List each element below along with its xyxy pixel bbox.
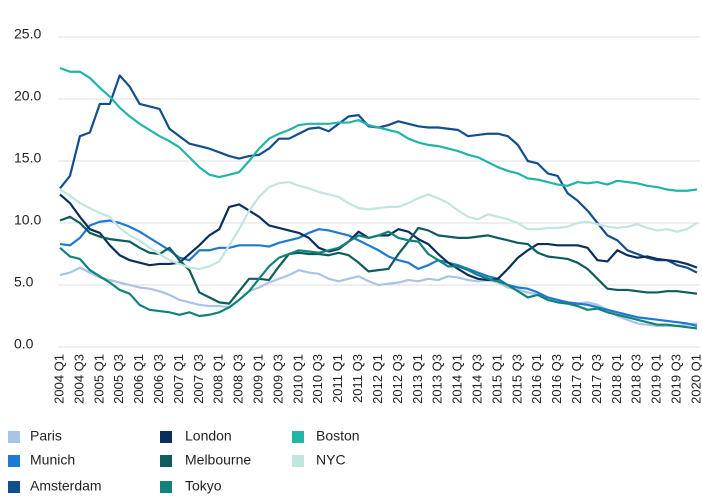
x-tick-label: 2013 Q3	[430, 354, 445, 404]
legend-swatch	[8, 455, 20, 467]
x-tick-label: 2005 Q1	[91, 354, 106, 404]
x-tick-label: 2014 Q3	[469, 354, 484, 404]
legend-swatch	[292, 455, 304, 467]
y-tick-label: 5.0	[14, 274, 34, 290]
x-tick-label: 2005 Q3	[111, 354, 126, 404]
y-tick-label: 10.0	[14, 212, 41, 228]
line-series	[59, 215, 698, 305]
x-tick-label: 2014 Q1	[450, 354, 465, 404]
x-tick-label: 2007 Q1	[171, 354, 186, 404]
legend-label: Paris	[30, 428, 62, 444]
x-tick-label: 2006 Q1	[131, 354, 146, 404]
x-tick-label: 2004 Q3	[71, 354, 86, 404]
x-tick-label: 2006 Q3	[151, 354, 166, 404]
x-tick-label: 2009 Q1	[251, 354, 266, 404]
legend-swatch	[160, 455, 172, 467]
legend-swatch	[8, 431, 20, 443]
legend-swatch	[160, 431, 172, 443]
x-tick-label: 2015 Q1	[489, 354, 504, 404]
x-tick-label: 2019 Q1	[649, 354, 664, 404]
x-tick-label: 2017 Q1	[569, 354, 584, 404]
x-tick-label: 2012 Q3	[390, 354, 405, 404]
y-tick-label: 20.0	[14, 88, 41, 104]
y-tick-label: 15.0	[14, 150, 41, 166]
line-series	[59, 66, 698, 192]
x-tick-label: 2011 Q1	[330, 354, 345, 403]
legend-label: Munich	[30, 452, 75, 468]
line-series	[59, 74, 698, 274]
legend-label: London	[185, 428, 232, 444]
x-tick-label: 2010 Q1	[290, 354, 305, 404]
x-tick-label: 2018 Q1	[609, 354, 624, 404]
y-tick-label: 25.0	[14, 26, 41, 42]
x-tick-label: 2016 Q1	[529, 354, 544, 404]
x-tick-label: 2016 Q3	[549, 354, 564, 404]
legend-label: NYC	[316, 452, 346, 468]
x-tick-label: 2008 Q1	[211, 354, 226, 404]
line-series	[59, 219, 698, 327]
legend-label: Melbourne	[185, 452, 251, 468]
line-series	[59, 230, 698, 330]
x-tick-label: 2012 Q1	[370, 354, 385, 404]
legend-swatch	[8, 481, 20, 493]
legend-swatch	[160, 481, 172, 493]
x-tick-label: 2015 Q3	[509, 354, 524, 404]
legend-label: Tokyo	[185, 478, 222, 494]
legend-swatch	[292, 431, 304, 443]
x-tick-label: 2009 Q3	[270, 354, 285, 404]
x-tick-label: 2010 Q3	[310, 354, 325, 404]
x-tick-label: 2017 Q3	[589, 354, 604, 404]
y-tick-label: 0.0	[14, 336, 34, 352]
x-tick-label: 2007 Q3	[191, 354, 206, 404]
x-tick-label: 2018 Q3	[629, 354, 644, 404]
x-tick-label: 2020 Q1	[688, 354, 702, 404]
line-series	[59, 180, 698, 270]
x-tick-label: 2011 Q3	[350, 354, 365, 403]
x-tick-label: 2019 Q3	[669, 354, 684, 404]
legend-label: Amsterdam	[30, 478, 102, 494]
x-tick-label: 2008 Q3	[231, 354, 246, 404]
x-tick-label: 2004 Q1	[51, 354, 66, 404]
legend-label: Boston	[316, 428, 360, 444]
x-tick-label: 2013 Q1	[410, 354, 425, 404]
line-series	[59, 266, 698, 328]
